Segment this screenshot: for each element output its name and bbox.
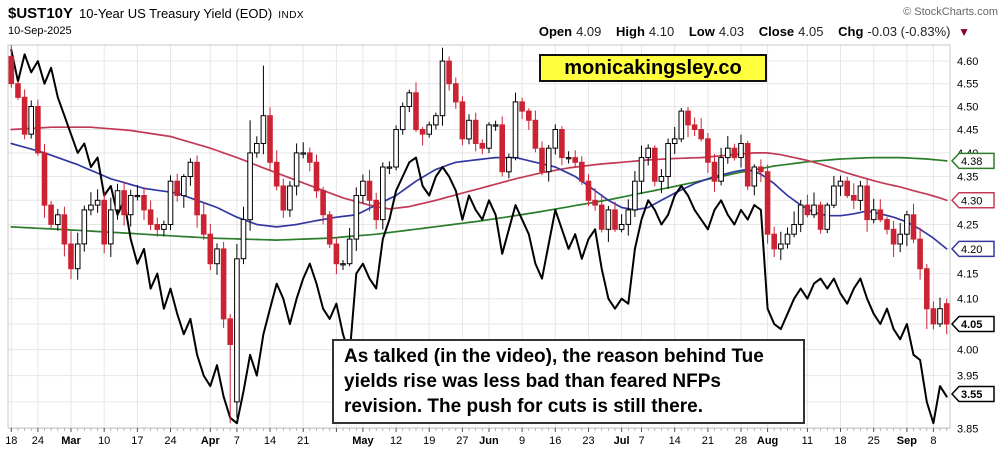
svg-text:14: 14 bbox=[669, 435, 681, 447]
low-label: Low bbox=[688, 24, 715, 39]
ticker-symbol: $UST10Y bbox=[8, 5, 74, 22]
svg-text:10: 10 bbox=[98, 435, 110, 447]
exchange-label: INDX bbox=[278, 10, 305, 21]
svg-text:3.85: 3.85 bbox=[957, 424, 978, 436]
svg-text:7: 7 bbox=[638, 435, 644, 447]
svg-text:4.10: 4.10 bbox=[957, 294, 978, 306]
svg-text:27: 27 bbox=[456, 435, 468, 447]
close-value: 4.05 bbox=[798, 24, 824, 39]
svg-text:28: 28 bbox=[735, 435, 747, 447]
chg-value: -0.03 (-0.83%) bbox=[867, 24, 951, 39]
svg-text:4.38: 4.38 bbox=[961, 156, 982, 168]
svg-text:24: 24 bbox=[32, 435, 44, 447]
svg-text:4.15: 4.15 bbox=[957, 269, 978, 281]
security-name: 10-Year US Treasury Yield (EOD) bbox=[79, 6, 273, 21]
svg-text:14: 14 bbox=[264, 435, 276, 447]
svg-text:4.25: 4.25 bbox=[957, 219, 978, 231]
svg-text:4.60: 4.60 bbox=[957, 56, 978, 68]
svg-text:19: 19 bbox=[423, 435, 435, 447]
svg-text:16: 16 bbox=[549, 435, 561, 447]
svg-text:4.55: 4.55 bbox=[957, 79, 978, 91]
svg-text:4.50: 4.50 bbox=[957, 101, 978, 113]
svg-text:4.00: 4.00 bbox=[957, 345, 978, 357]
svg-text:25: 25 bbox=[868, 435, 880, 447]
svg-text:23: 23 bbox=[582, 435, 594, 447]
svg-text:Mar: Mar bbox=[61, 435, 81, 447]
svg-text:9: 9 bbox=[519, 435, 525, 447]
svg-text:4.45: 4.45 bbox=[957, 125, 978, 137]
svg-text:24: 24 bbox=[164, 435, 176, 447]
svg-text:Jul: Jul bbox=[614, 435, 630, 447]
svg-text:Apr: Apr bbox=[201, 435, 221, 447]
watermark-label: monicakingsley.co bbox=[539, 54, 767, 82]
svg-text:Aug: Aug bbox=[757, 435, 778, 447]
svg-text:11: 11 bbox=[802, 435, 813, 447]
svg-text:17: 17 bbox=[131, 435, 143, 447]
annotation-box: As talked (in the video), the reason beh… bbox=[332, 339, 805, 424]
svg-text:4.35: 4.35 bbox=[957, 171, 978, 183]
chg-label: Chg bbox=[838, 24, 864, 39]
svg-text:7: 7 bbox=[234, 435, 240, 447]
copyright-notice: © StockCharts.com bbox=[903, 6, 998, 18]
svg-text:Jun: Jun bbox=[479, 435, 499, 447]
svg-text:21: 21 bbox=[297, 435, 309, 447]
chart-title: $UST10Y 10-Year US Treasury Yield (EOD) … bbox=[8, 5, 304, 22]
high-value: 4.10 bbox=[648, 24, 675, 39]
svg-text:May: May bbox=[352, 435, 374, 447]
low-value: 4.03 bbox=[718, 24, 745, 39]
svg-text:4.05: 4.05 bbox=[961, 319, 982, 331]
down-triangle-icon: ▼ bbox=[958, 25, 970, 39]
svg-text:4.30: 4.30 bbox=[961, 195, 982, 207]
svg-text:8: 8 bbox=[930, 435, 936, 447]
svg-text:21: 21 bbox=[702, 435, 714, 447]
chart-date: 10-Sep-2025 bbox=[8, 25, 72, 37]
close-label: Close bbox=[758, 24, 795, 39]
svg-text:3.95: 3.95 bbox=[957, 371, 978, 383]
svg-text:Sep: Sep bbox=[897, 435, 917, 447]
svg-text:12: 12 bbox=[390, 435, 402, 447]
svg-text:3.55: 3.55 bbox=[961, 389, 982, 401]
open-label: Open bbox=[538, 24, 573, 39]
svg-text:4.20: 4.20 bbox=[961, 244, 982, 256]
high-label: High bbox=[616, 24, 645, 39]
svg-text:18: 18 bbox=[834, 435, 846, 447]
ohlc-readout: Open 4.09 High 4.10 Low 4.03 Close 4.05 Chg -… bbox=[539, 24, 970, 39]
open-value: 4.09 bbox=[576, 24, 602, 39]
svg-text:18: 18 bbox=[5, 435, 17, 447]
